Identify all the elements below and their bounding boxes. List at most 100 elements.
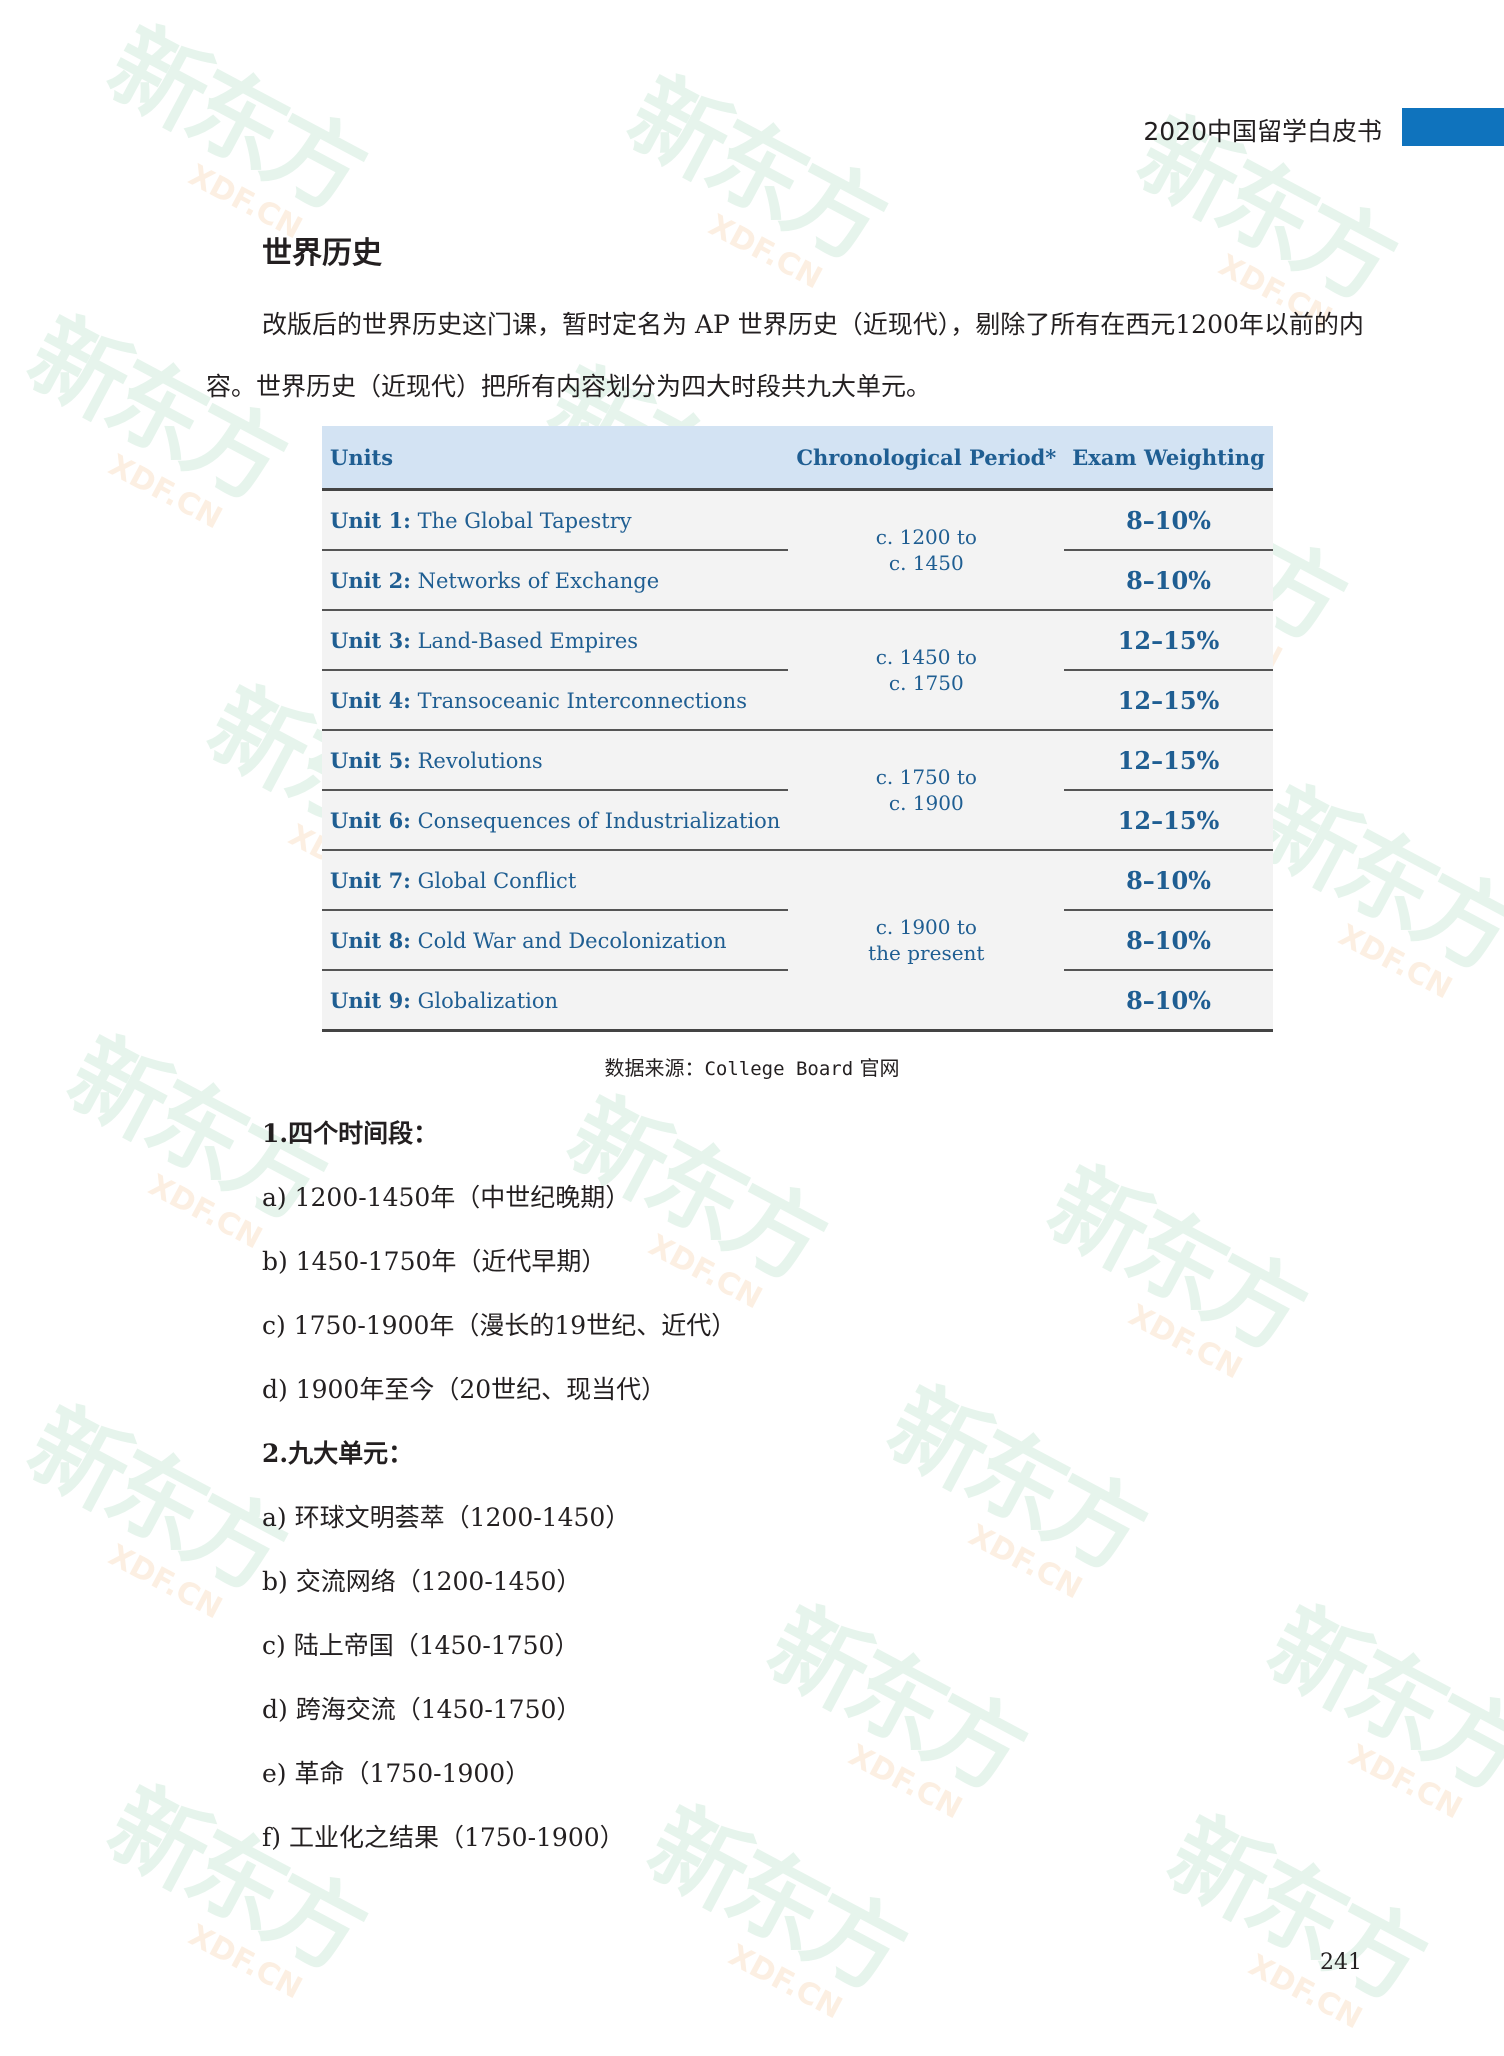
- header-accent-bar: [1402, 108, 1504, 146]
- unit-name: Consequences of Industrialization: [410, 808, 781, 833]
- period-end: c. 1900: [888, 791, 964, 815]
- unit-cell: Unit 9: Globalization: [322, 970, 789, 1032]
- unit-number: Unit 5:: [330, 747, 411, 773]
- caption-prefix: 数据来源：: [604, 1056, 705, 1080]
- unit-cell: Unit 6: Consequences of Industrializatio…: [322, 790, 789, 851]
- page-number: 241: [1320, 1950, 1362, 1975]
- unit-number: Unit 8:: [330, 927, 411, 953]
- weighting-cell: 8–10%: [1064, 970, 1273, 1032]
- unit-name: Cold War and Decolonization: [410, 928, 727, 953]
- header-units: Units: [322, 426, 789, 491]
- period-start: c. 1450 to: [875, 645, 977, 669]
- period-end: c. 1450: [888, 551, 964, 575]
- unit-name: Revolutions: [410, 748, 543, 773]
- unit-number: Unit 1:: [330, 507, 411, 533]
- period-end: the present: [868, 941, 985, 965]
- unit-cell: Unit 2: Networks of Exchange: [322, 550, 789, 611]
- watermark-subtext: XDF.CN: [1122, 1297, 1248, 1387]
- period-cell: c. 1900 to the present: [788, 850, 1065, 1032]
- units-heading: 2.九大单元：: [262, 1439, 414, 1468]
- watermark-subtext: XDF.CN: [702, 207, 828, 297]
- periods-heading: 1.四个时间段：: [262, 1119, 439, 1148]
- table-row: Unit 5: Revolutions c. 1750 to c. 1900 12…: [322, 730, 1273, 851]
- list-item: b) 交流网络（1200-1450）: [262, 1567, 582, 1596]
- list-item: c) 陆上帝国（1450-1750）: [262, 1631, 580, 1660]
- watermark-subtext: XDF.CN: [102, 447, 228, 537]
- outline-lists: 1.四个时间段： a) 1200-1450年（中世纪晚期） b) 1450-17…: [262, 1108, 736, 1876]
- caption-source: College Board: [704, 1058, 854, 1080]
- table-row: Unit 3: Land-Based Empires c. 1450 to c. …: [322, 610, 1273, 731]
- watermark-text: 新东方: [91, 7, 377, 230]
- weighting-cell: 12–15%: [1064, 730, 1273, 791]
- unit-number: Unit 4:: [330, 687, 411, 713]
- caption-suffix: 官网: [853, 1056, 900, 1080]
- weighting-cell: 8–10%: [1064, 910, 1273, 971]
- watermark-text: 新东方: [1031, 1147, 1317, 1370]
- list-item: d) 跨海交流（1450-1750）: [262, 1695, 582, 1724]
- unit-number: Unit 6:: [330, 807, 411, 833]
- table-row: Unit 9: Globalization 8–10%: [322, 970, 1273, 1032]
- list-item: e) 革命（1750-1900）: [262, 1759, 531, 1788]
- unit-number: Unit 7:: [330, 867, 411, 893]
- table-row: Unit 4: Transoceanic Interconnections 12…: [322, 670, 1273, 731]
- list-item: b) 1450-1750年（近代早期）: [262, 1247, 607, 1276]
- watermark-text: 新东方: [871, 1367, 1157, 1590]
- weighting-cell: 12–15%: [1064, 670, 1273, 731]
- unit-number: Unit 9:: [330, 987, 411, 1013]
- list-item: c) 1750-1900年（漫长的19世纪、近代）: [262, 1311, 737, 1340]
- watermark-subtext: XDF.CN: [722, 1937, 848, 2027]
- unit-cell: Unit 8: Cold War and Decolonization: [322, 910, 789, 971]
- weighting-cell: 8–10%: [1064, 489, 1273, 551]
- header-period: Chronological Period*: [788, 426, 1065, 491]
- table-row: Unit 1: The Global Tapestry c. 1200 to c.…: [322, 489, 1273, 611]
- period-cell: c. 1750 to c. 1900: [788, 730, 1065, 851]
- list-item: a) 环球文明荟萃（1200-1450）: [262, 1503, 631, 1532]
- table-caption: 数据来源：College Board 官网: [0, 1052, 1504, 1081]
- watermark-subtext: XDF.CN: [1342, 1737, 1468, 1827]
- watermark-subtext: XDF.CN: [102, 1537, 228, 1627]
- unit-number: Unit 2:: [330, 567, 411, 593]
- table-row: Unit 6: Consequences of Industrializatio…: [322, 790, 1273, 851]
- watermark-text: 新东方: [1241, 767, 1504, 990]
- table-row: Unit 8: Cold War and Decolonization 8–10…: [322, 910, 1273, 971]
- weighting-cell: 12–15%: [1064, 790, 1273, 851]
- watermark-text: 新东方: [611, 57, 897, 280]
- unit-cell: Unit 7: Global Conflict: [322, 850, 789, 911]
- intro-paragraph: 改版后的世界历史这门课，暂时定名为 AP 世界历史（近现代），剔除了所有在西元1…: [206, 310, 1364, 401]
- weighting-cell: 12–15%: [1064, 610, 1273, 671]
- unit-name: Transoceanic Interconnections: [410, 688, 747, 713]
- watermark-subtext: XDF.CN: [962, 1517, 1088, 1607]
- unit-name: Land-Based Empires: [410, 628, 639, 653]
- list-item: f) 工业化之结果（1750-1900）: [262, 1823, 625, 1852]
- unit-cell: Unit 3: Land-Based Empires: [322, 610, 789, 671]
- header-weighting: Exam Weighting: [1064, 426, 1273, 491]
- table-row: Unit 2: Networks of Exchange 8–10%: [322, 550, 1273, 611]
- unit-cell: Unit 4: Transoceanic Interconnections: [322, 670, 789, 731]
- table-header-row: Units Chronological Period* Exam Weighti…: [322, 426, 1273, 491]
- unit-cell: Unit 1: The Global Tapestry: [322, 489, 789, 551]
- list-item: d) 1900年至今（20世纪、现当代）: [262, 1375, 667, 1404]
- list-item: a) 1200-1450年（中世纪晚期）: [262, 1183, 631, 1212]
- period-start: c. 1750 to: [875, 765, 977, 789]
- watermark-text: 新东方: [751, 1587, 1037, 1810]
- watermark-text: 新东方: [1151, 1797, 1437, 2020]
- section-title: 世界历史: [262, 236, 382, 271]
- unit-name: Global Conflict: [410, 868, 577, 893]
- units-table: Units Chronological Period* Exam Weighti…: [322, 426, 1273, 1032]
- watermark-subtext: XDF.CN: [1332, 917, 1458, 1007]
- unit-cell: Unit 5: Revolutions: [322, 730, 789, 791]
- weighting-cell: 8–10%: [1064, 550, 1273, 611]
- period-cell: c. 1200 to c. 1450: [788, 489, 1065, 611]
- period-cell: c. 1450 to c. 1750: [788, 610, 1065, 731]
- unit-name: Globalization: [410, 988, 559, 1013]
- watermark-text: 新东方: [1251, 1587, 1504, 1810]
- watermark-subtext: XDF.CN: [1242, 1947, 1368, 2037]
